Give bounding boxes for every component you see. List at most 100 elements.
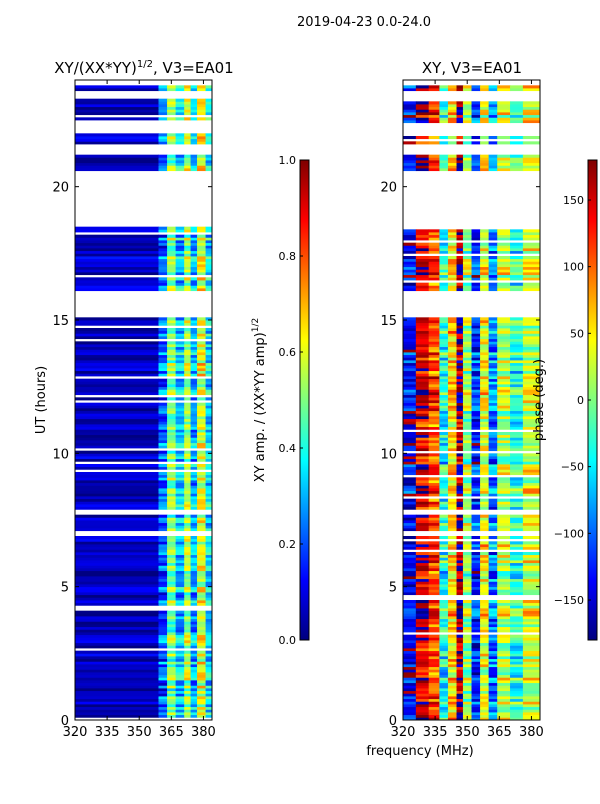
heatmap-cell (510, 541, 524, 545)
heatmap-cell (158, 330, 168, 334)
heatmap-cell (175, 282, 185, 286)
heatmap-cell (480, 106, 490, 110)
heatmap-cell (428, 368, 440, 372)
heatmap-cell (439, 368, 449, 372)
heatmap-cell (497, 485, 511, 489)
heatmap-cell (75, 474, 159, 478)
heatmap-cell (447, 674, 458, 678)
heatmap-cell (167, 594, 177, 598)
heatmap-cell (175, 98, 185, 102)
heatmap-cell (462, 664, 472, 668)
heatmap-cell (462, 261, 472, 265)
heatmap-cell (510, 717, 524, 720)
heatmap-cell (497, 618, 511, 622)
heatmap-cell (75, 434, 159, 438)
heatmap-cell (158, 333, 168, 337)
heatmap-cell (158, 266, 168, 270)
heatmap-cell (456, 378, 464, 382)
heatmap-cell (403, 229, 417, 233)
heatmap-cell (522, 352, 540, 356)
heatmap-cell (205, 162, 212, 166)
heatmap-cell (480, 648, 490, 652)
heatmap-cell (439, 576, 449, 580)
heatmap-cell (447, 653, 458, 657)
heatmap-cell (510, 586, 524, 590)
heatmap-cell (447, 573, 458, 577)
heatmap-cell (184, 445, 192, 449)
heatmap-cell (167, 482, 177, 486)
heatmap-cell (167, 85, 177, 89)
heatmap-cell (403, 605, 417, 609)
heatmap-cell (471, 157, 481, 161)
heatmap-cell (175, 645, 185, 649)
heatmap-cell (480, 600, 490, 604)
heatmap-cell (510, 618, 524, 622)
heatmap-cell (205, 250, 212, 254)
x-tick-label: 365 (159, 725, 184, 740)
heatmap-cell (158, 544, 168, 548)
heatmap-cell (510, 688, 524, 692)
heatmap-cell (462, 418, 472, 422)
heatmap-cell (510, 250, 524, 254)
heatmap-cell (167, 240, 177, 244)
heatmap-cell (158, 592, 168, 596)
heatmap-cell (480, 386, 490, 390)
heatmap-cell (190, 370, 198, 374)
heatmap-cell (197, 373, 207, 377)
heatmap-cell (480, 162, 490, 166)
heatmap-cell (497, 245, 511, 249)
heatmap-cell (205, 344, 212, 348)
heatmap-cell (197, 677, 207, 681)
heatmap-cell (190, 541, 198, 545)
heatmap-cell (522, 621, 540, 625)
heatmap-cell (488, 277, 498, 281)
heatmap-cell (184, 253, 192, 257)
heatmap-cell (167, 688, 177, 692)
heatmap-cell (158, 565, 168, 569)
heatmap-cell (471, 648, 481, 652)
heatmap-cell (488, 288, 498, 292)
heatmap-cell (471, 117, 481, 121)
heatmap-cell (522, 341, 540, 345)
heatmap-cell (205, 584, 212, 588)
heatmap-cell (462, 416, 472, 420)
heatmap-cell (403, 573, 417, 577)
heatmap-cell (428, 338, 440, 342)
heatmap-cell (190, 624, 198, 628)
heatmap-cell (456, 557, 464, 561)
heatmap-cell (190, 266, 198, 270)
heatmap-cell (462, 581, 472, 585)
heatmap-cell (428, 370, 440, 374)
heatmap-cell (415, 368, 430, 372)
heatmap-cell (497, 325, 511, 329)
heatmap-cell (439, 336, 449, 340)
heatmap-cell (158, 288, 168, 292)
heatmap-cell (456, 642, 464, 646)
heatmap-cell (439, 629, 449, 633)
heatmap-cell (428, 693, 440, 697)
heatmap-cell (456, 416, 464, 420)
heatmap-cell (522, 584, 540, 588)
heatmap-cell (205, 522, 212, 526)
heatmap-cell (510, 277, 524, 281)
heatmap-cell (75, 410, 159, 414)
heatmap-cell (175, 352, 185, 356)
heatmap-cell (439, 664, 449, 668)
heatmap-cell (190, 352, 198, 356)
heatmap-cell (197, 658, 207, 662)
heatmap-cell (175, 426, 185, 430)
heatmap-cell (497, 544, 511, 548)
heatmap-cell (75, 674, 159, 678)
heatmap-cell (428, 317, 440, 321)
heatmap-cell (456, 386, 464, 390)
heatmap-cell (184, 381, 192, 385)
heatmap-cell (462, 565, 472, 569)
heatmap-cell (447, 490, 458, 494)
heatmap-cell (510, 381, 524, 385)
heatmap-cell (439, 440, 449, 444)
heatmap-cell (510, 421, 524, 425)
heatmap-cell (205, 256, 212, 260)
heatmap-cell (462, 413, 472, 417)
heatmap-cell (403, 466, 417, 470)
heatmap-cell (190, 504, 198, 508)
